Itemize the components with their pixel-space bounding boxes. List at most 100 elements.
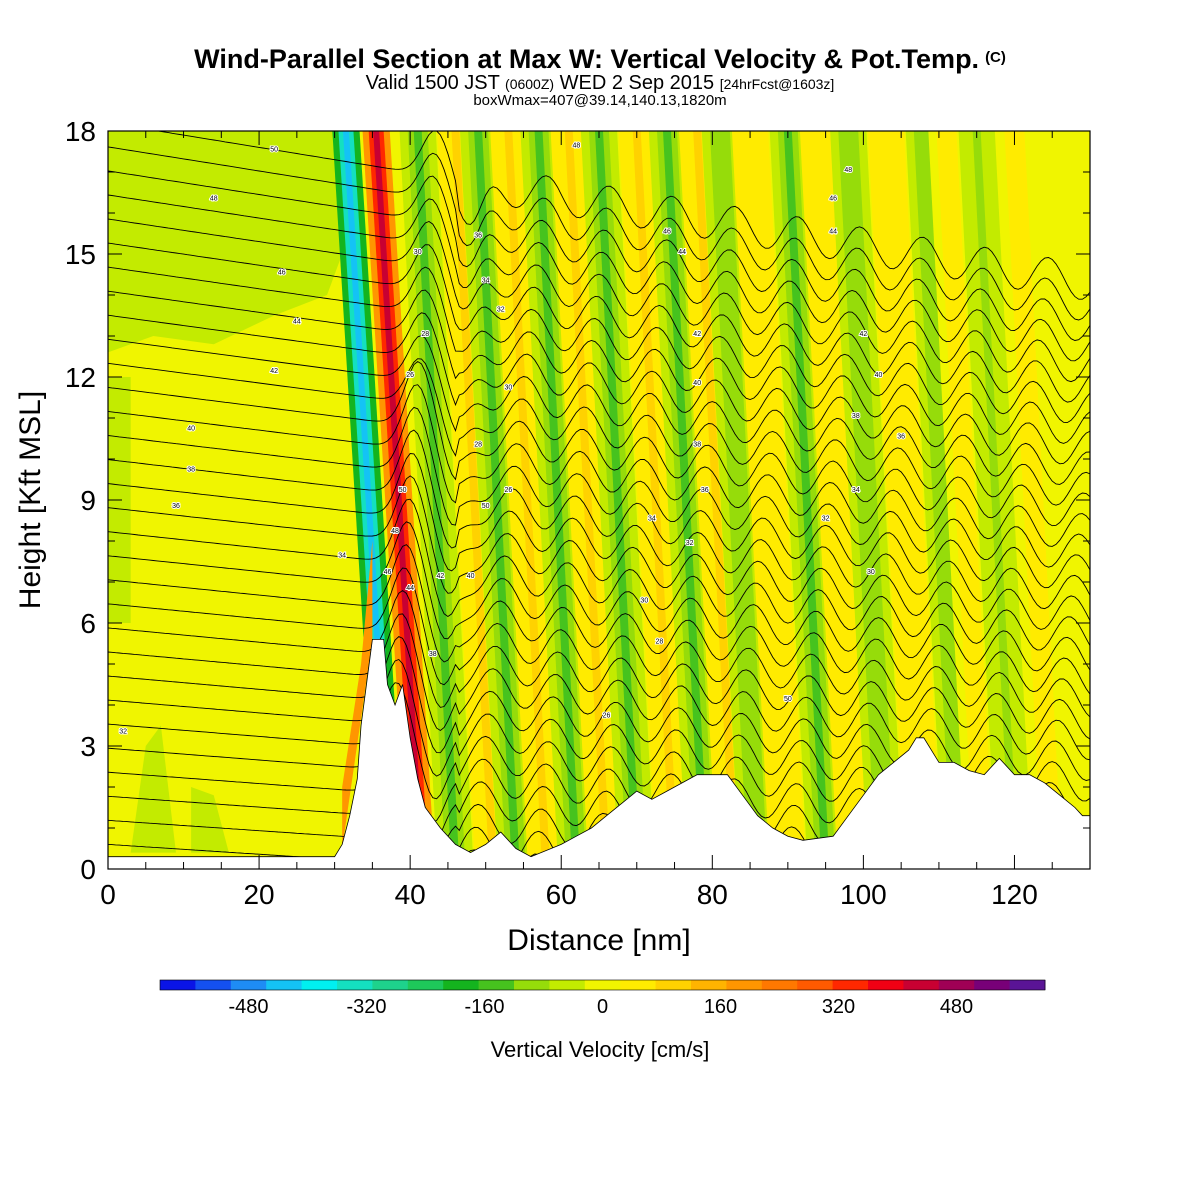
colorbar-swatch <box>974 980 1011 990</box>
x-tick-label: 100 <box>840 879 887 910</box>
subtitle-utc: (0600Z) <box>505 76 555 92</box>
w-band-core <box>534 131 581 869</box>
theta-contour <box>108 170 1090 341</box>
contour-label: 30 <box>867 569 875 576</box>
contour-label: 44 <box>678 249 686 256</box>
colorbar-swatch <box>761 980 798 990</box>
chart-title: Wind-Parallel Section at Max W: Vertical… <box>194 44 1006 74</box>
colorbar-tick-label: 480 <box>940 996 973 1018</box>
colorbar-swatch <box>443 980 480 990</box>
w-band-core <box>451 131 498 869</box>
x-tick-label: 20 <box>243 879 274 910</box>
colorbar-swatch <box>868 980 904 990</box>
contour-label: 32 <box>822 516 830 523</box>
contour-label: 30 <box>414 249 422 256</box>
colorbar-swatch <box>655 980 692 990</box>
colorbar-swatch <box>620 980 657 990</box>
theta-contour <box>108 613 1090 761</box>
y-tick-label: 6 <box>80 608 96 639</box>
contour-label: 42 <box>693 331 701 338</box>
colorbar-swatch <box>691 980 727 990</box>
theta-contour <box>108 589 1090 740</box>
contour-label: 44 <box>293 319 301 326</box>
contour-label: 32 <box>497 306 505 313</box>
contour-label: 40 <box>187 425 195 432</box>
contour-label: 48 <box>210 196 218 203</box>
w-band-core <box>814 131 860 869</box>
theta-contour <box>108 312 1090 465</box>
x-tick-label: 120 <box>991 879 1038 910</box>
x-tick-label: 40 <box>395 879 426 910</box>
colorbar-swatch <box>514 980 550 990</box>
contour-label: 36 <box>897 434 905 441</box>
theta-contour <box>108 521 1090 672</box>
theta-contour <box>108 544 1090 695</box>
colorbar-swatch <box>726 980 763 990</box>
contour-label: 38 <box>852 413 860 420</box>
w-band-core <box>504 131 551 869</box>
colorbar-tick-label: -480 <box>228 996 268 1018</box>
contour-labels: 50 48 46 44 42 40 38 36 34 32 30 28 26 50 48 46 44 42 40 38… <box>118 141 906 736</box>
contour-label: 26 <box>603 712 611 719</box>
colorbar-swatch <box>903 980 940 990</box>
contour-label: 26 <box>504 487 512 494</box>
theta-contour <box>108 218 1090 383</box>
colorbar-swatch <box>832 980 869 990</box>
colorbar-swatch <box>1009 980 1046 990</box>
theta-contour <box>108 334 1090 485</box>
colorbar: -480 -320 -160 0 160 320 480 <box>159 979 1046 1018</box>
contour-label: 34 <box>482 278 490 285</box>
contour-label: 48 <box>391 528 399 535</box>
contour-label: 34 <box>338 552 346 559</box>
contour-label: 38 <box>693 442 701 449</box>
w-band-core <box>882 131 928 869</box>
colorbar-tick-label: 160 <box>704 996 737 1018</box>
theta-contour <box>108 289 1090 444</box>
contour-label: 30 <box>504 384 512 391</box>
sink-region <box>108 131 358 353</box>
colorbar-tick-label: 0 <box>597 996 608 1018</box>
subtitle-fcst: [24hrFcst@1603z] <box>719 76 835 92</box>
contour-label: 46 <box>384 569 392 576</box>
contour-label: 48 <box>572 142 580 149</box>
y-tick-label: 9 <box>80 485 96 516</box>
plot-area: 50 48 46 44 42 40 38 36 34 32 30 28 26 50 48 46 44 42 40 38… <box>108 131 1090 869</box>
contour-label: 50 <box>784 696 792 703</box>
theta-contour <box>108 146 1090 321</box>
y-tick-label: 0 <box>80 854 96 885</box>
contour-label: 42 <box>859 331 867 338</box>
w-band-core <box>919 131 966 869</box>
w-band-core <box>1010 131 1057 869</box>
field-layer: 50 48 46 44 42 40 38 36 34 32 30 28 26 50 48 46 44 42 40 38… <box>108 131 1090 869</box>
theta-contour <box>108 635 1090 781</box>
colorbar-swatch <box>797 980 834 990</box>
x-tick-label: 0 <box>100 879 116 910</box>
contour-label: 28 <box>421 331 429 338</box>
colorbar-label: Vertical Velocity [cm/s] <box>491 1037 710 1062</box>
w-band-core <box>662 131 709 869</box>
sink-region <box>130 725 176 853</box>
contour-label: 48 <box>844 167 852 174</box>
theta-contour <box>108 360 1090 527</box>
colorbar-swatch <box>584 980 621 990</box>
contour-label: 38 <box>429 651 437 658</box>
w-band-core <box>972 131 1019 869</box>
colorbar-tick-label: 320 <box>822 996 855 1018</box>
theta-contour <box>108 498 1090 651</box>
contour-label: 32 <box>119 729 127 736</box>
y-tick-label: 18 <box>65 116 96 147</box>
colorbar-swatch <box>195 980 232 990</box>
w-band-core <box>373 131 425 869</box>
y-tick-label: 15 <box>65 239 96 270</box>
y-tick-label: 12 <box>65 362 96 393</box>
x-tick-label: 80 <box>697 879 728 910</box>
contour-label: 50 <box>399 487 407 494</box>
colorbar-swatch <box>337 980 373 990</box>
x-axis-label: Distance [nm] <box>507 924 690 957</box>
contour-label: 42 <box>436 573 444 580</box>
colorbar-tick-label: -160 <box>464 996 504 1018</box>
theta-contour <box>108 384 1090 547</box>
contour-label: 46 <box>829 196 837 203</box>
theta-contour <box>108 266 1090 424</box>
